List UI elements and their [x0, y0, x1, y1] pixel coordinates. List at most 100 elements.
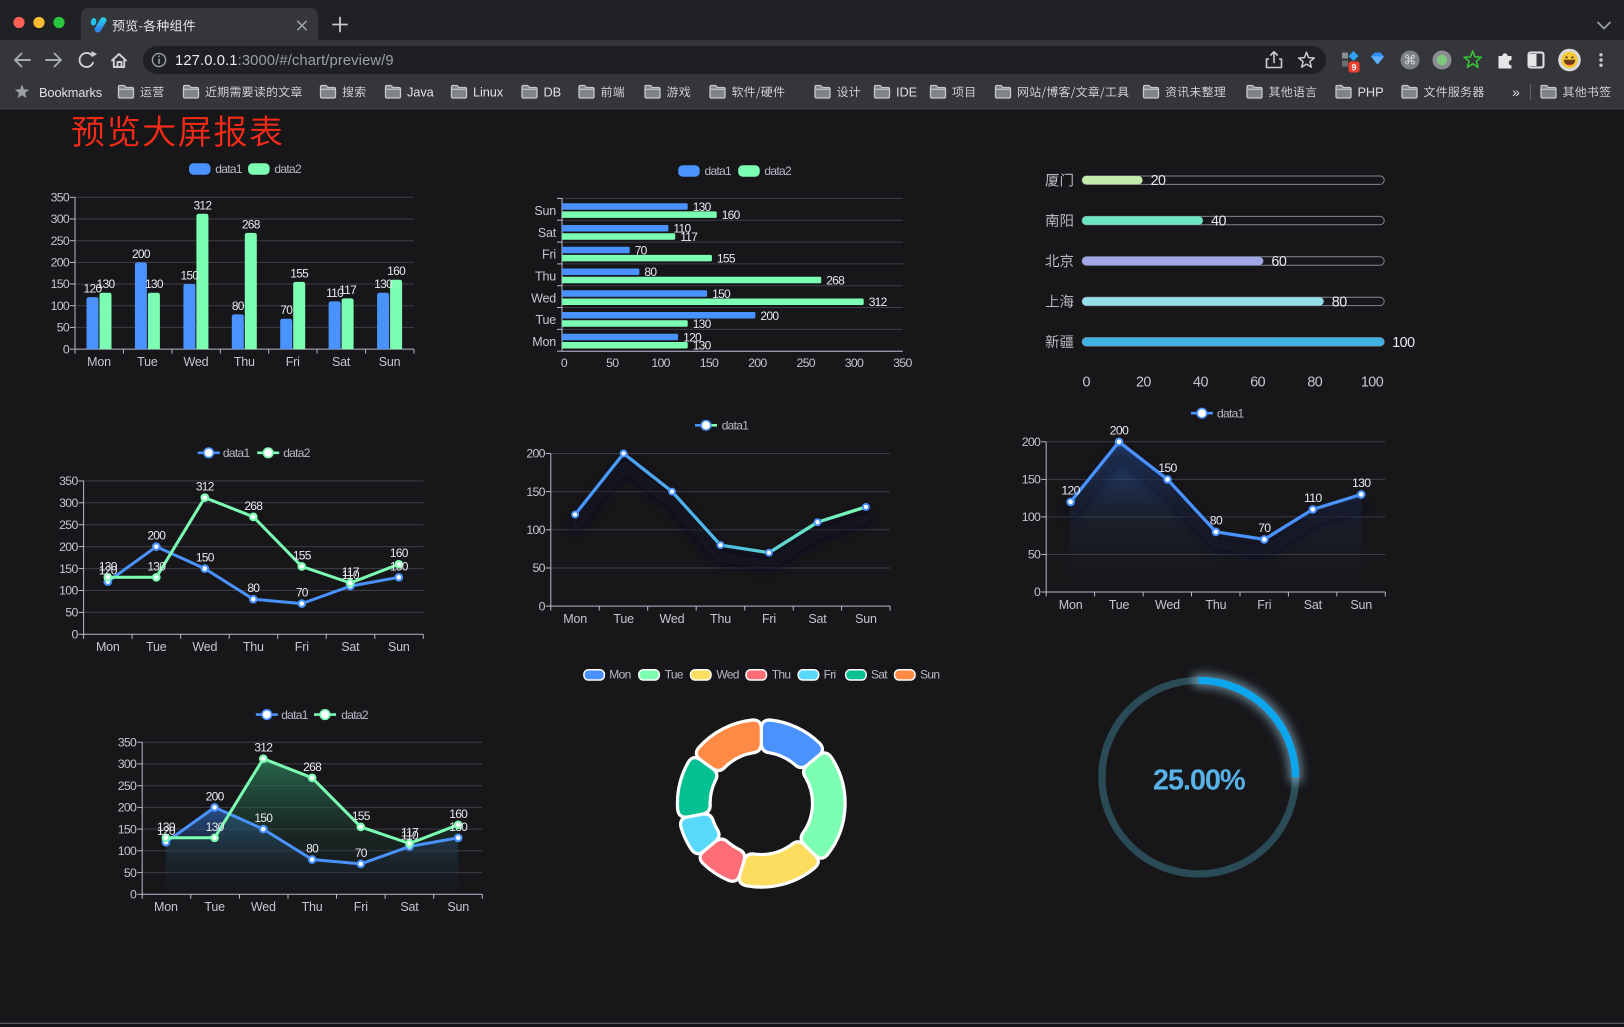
- svg-text:20: 20: [1136, 375, 1151, 391]
- svg-text:data2: data2: [764, 164, 792, 178]
- svg-text:110: 110: [342, 568, 360, 582]
- svg-text:200: 200: [526, 447, 545, 461]
- svg-text:Thu: Thu: [302, 900, 323, 914]
- svg-text:Sun: Sun: [855, 612, 877, 626]
- svg-text:data1: data1: [281, 708, 309, 722]
- svg-text:0: 0: [71, 628, 78, 642]
- svg-text:150: 150: [712, 287, 731, 301]
- svg-text:Fri: Fri: [354, 900, 368, 914]
- svg-text:150: 150: [196, 551, 215, 565]
- svg-text:130: 130: [449, 820, 468, 834]
- svg-text:100: 100: [51, 299, 70, 313]
- svg-text:Wed: Wed: [183, 355, 208, 369]
- svg-text:80: 80: [247, 581, 260, 595]
- svg-text:60: 60: [1271, 254, 1286, 270]
- svg-text:Java: Java: [407, 84, 435, 99]
- svg-text:117: 117: [680, 230, 698, 244]
- svg-text:300: 300: [51, 212, 70, 226]
- svg-text:Wed: Wed: [251, 900, 276, 914]
- svg-text:0: 0: [1034, 585, 1041, 599]
- svg-text:350: 350: [59, 474, 78, 488]
- svg-text:70: 70: [635, 243, 648, 257]
- svg-text:Mon: Mon: [532, 335, 556, 349]
- svg-text:250: 250: [796, 356, 815, 370]
- svg-text:312: 312: [869, 295, 888, 309]
- svg-text:130: 130: [99, 559, 118, 573]
- svg-text:300: 300: [118, 757, 137, 771]
- svg-text:120: 120: [99, 564, 118, 578]
- svg-text:Thu: Thu: [234, 355, 255, 369]
- svg-text:Tue: Tue: [204, 900, 225, 914]
- svg-text:Wed: Wed: [660, 612, 685, 626]
- svg-text:200: 200: [59, 540, 78, 554]
- svg-text:⌘: ⌘: [1404, 53, 1417, 68]
- svg-text:130: 130: [693, 339, 712, 353]
- svg-text:Tue: Tue: [137, 355, 158, 369]
- svg-text:130: 130: [390, 559, 409, 573]
- svg-text:110: 110: [401, 829, 419, 843]
- svg-text:20: 20: [1151, 173, 1166, 189]
- svg-text:200: 200: [118, 801, 137, 815]
- svg-text:Thu: Thu: [772, 668, 791, 682]
- svg-text:Sat: Sat: [400, 900, 419, 914]
- svg-text:0: 0: [1082, 375, 1090, 391]
- svg-text:50: 50: [57, 321, 70, 335]
- svg-text:Mon: Mon: [87, 355, 111, 369]
- svg-text:100: 100: [59, 584, 78, 598]
- svg-text:Tue: Tue: [1109, 598, 1130, 612]
- svg-text:130: 130: [693, 200, 712, 214]
- svg-text:50: 50: [65, 606, 78, 620]
- svg-text:DB: DB: [544, 84, 562, 99]
- svg-text:Fri: Fri: [286, 355, 300, 369]
- svg-text:100: 100: [526, 523, 545, 537]
- svg-text:80: 80: [1307, 375, 1322, 391]
- svg-text:100: 100: [118, 844, 137, 858]
- svg-text:70: 70: [355, 846, 368, 860]
- svg-text:Fri: Fri: [542, 248, 556, 262]
- svg-text:Fri: Fri: [762, 612, 776, 626]
- svg-text:150: 150: [1022, 473, 1041, 487]
- svg-text:Sun: Sun: [388, 640, 410, 654]
- svg-text:200: 200: [748, 356, 767, 370]
- svg-text:Fri: Fri: [295, 640, 309, 654]
- svg-text:312: 312: [196, 480, 215, 494]
- svg-text:Wed: Wed: [192, 640, 217, 654]
- svg-text:Sun: Sun: [1350, 598, 1372, 612]
- svg-text:0: 0: [63, 342, 70, 356]
- svg-text:155: 155: [290, 266, 309, 280]
- svg-text:130: 130: [157, 820, 176, 834]
- svg-text:Bookmarks: Bookmarks: [39, 85, 102, 100]
- svg-text:data1: data1: [705, 164, 733, 178]
- svg-text:130: 130: [97, 277, 116, 291]
- svg-text:data2: data2: [283, 446, 311, 460]
- svg-text:250: 250: [118, 779, 137, 793]
- svg-text:Mon: Mon: [609, 668, 630, 682]
- svg-text:Mon: Mon: [1059, 598, 1083, 612]
- svg-text:0: 0: [539, 599, 546, 613]
- svg-text:»: »: [1512, 85, 1520, 100]
- svg-text:60: 60: [1250, 375, 1265, 391]
- svg-text:110: 110: [673, 222, 691, 236]
- svg-text:9: 9: [1351, 62, 1356, 72]
- svg-text:40: 40: [1193, 375, 1208, 391]
- svg-text:80: 80: [232, 299, 245, 313]
- svg-text:25.00%: 25.00%: [1153, 765, 1246, 797]
- svg-text:150: 150: [51, 277, 70, 291]
- svg-text:117: 117: [339, 283, 357, 297]
- svg-text:350: 350: [893, 356, 912, 370]
- svg-text:120: 120: [1061, 483, 1080, 497]
- svg-text:50: 50: [533, 561, 546, 575]
- svg-text:data1: data1: [215, 162, 243, 176]
- svg-text:130: 130: [206, 820, 225, 834]
- svg-text:200: 200: [1022, 435, 1041, 449]
- svg-text:160: 160: [722, 208, 741, 222]
- svg-text:120: 120: [157, 824, 176, 838]
- svg-text:312: 312: [254, 741, 273, 755]
- svg-text:Fri: Fri: [824, 668, 836, 682]
- svg-text:100: 100: [1361, 375, 1384, 391]
- svg-text:127.0.0.1:3000/#/chart/preview: 127.0.0.1:3000/#/chart/preview/9: [175, 53, 394, 69]
- svg-text:Sun: Sun: [534, 204, 556, 218]
- svg-text:150: 150: [254, 811, 273, 825]
- svg-text:data1: data1: [223, 446, 251, 460]
- svg-text:data2: data2: [274, 162, 302, 176]
